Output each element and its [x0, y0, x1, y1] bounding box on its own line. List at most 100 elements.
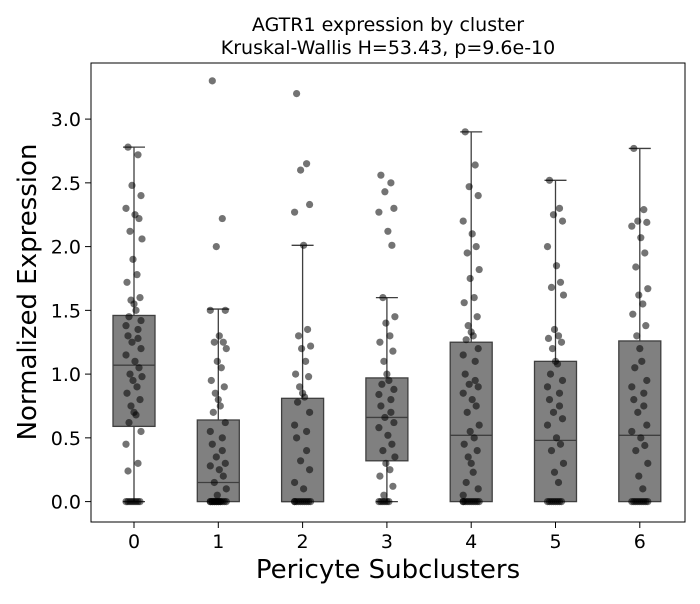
data-point	[210, 478, 218, 487]
data-point	[468, 230, 476, 238]
data-point	[134, 151, 142, 159]
data-point	[122, 322, 130, 330]
data-point	[391, 453, 399, 461]
data-point	[459, 491, 467, 499]
data-point	[305, 373, 313, 381]
data-point	[640, 206, 648, 214]
data-point	[460, 299, 468, 307]
data-point	[640, 389, 648, 397]
data-point	[640, 402, 648, 410]
data-point	[138, 373, 146, 381]
data-point	[385, 376, 393, 385]
data-point	[296, 383, 304, 391]
data-point	[222, 498, 230, 506]
data-point	[554, 478, 563, 487]
data-point	[552, 434, 561, 442]
data-point	[474, 192, 482, 200]
data-point	[219, 472, 227, 480]
data-point	[550, 468, 559, 476]
data-point	[471, 357, 479, 365]
data-point	[384, 227, 392, 235]
y-tick-label: 0.0	[51, 492, 81, 514]
chart-subtitle: Kruskal-Wallis H=53.43, p=9.6e-10	[221, 37, 555, 59]
data-point	[553, 360, 562, 368]
data-point	[390, 204, 398, 212]
data-point	[380, 491, 388, 499]
data-point	[470, 294, 478, 302]
data-point	[291, 421, 299, 429]
data-point	[635, 472, 643, 480]
data-point	[124, 467, 132, 475]
data-point	[213, 491, 221, 499]
data-point	[291, 478, 299, 487]
data-point	[123, 389, 131, 397]
data-point	[137, 316, 145, 325]
data-point	[128, 338, 136, 346]
data-point	[122, 204, 130, 212]
data-point	[136, 396, 144, 404]
data-point	[634, 408, 642, 416]
data-point	[212, 453, 220, 461]
data-point	[131, 357, 139, 365]
data-point	[639, 485, 647, 493]
data-point	[555, 389, 564, 397]
data-point	[125, 313, 133, 321]
x-tick-label: 5	[549, 531, 561, 553]
data-point	[555, 204, 564, 212]
data-point	[465, 183, 473, 191]
data-point	[137, 192, 145, 200]
data-point	[206, 306, 214, 314]
y-tick-label: 1.0	[51, 364, 81, 386]
data-point	[215, 466, 223, 474]
y-tick-label: 0.5	[51, 428, 81, 450]
data-point	[307, 498, 315, 506]
y-axis-label: Normalized Expression	[13, 144, 43, 441]
data-point	[134, 325, 142, 334]
data-point	[128, 181, 136, 189]
box-1	[196, 419, 240, 503]
data-point	[470, 434, 478, 442]
data-point	[554, 332, 563, 340]
data-point	[644, 498, 652, 506]
data-point	[220, 383, 228, 391]
data-point	[379, 294, 387, 302]
data-point	[555, 402, 564, 410]
data-point	[558, 217, 567, 225]
data-point	[474, 485, 482, 493]
x-tick-label: 0	[128, 531, 140, 553]
data-point	[557, 498, 566, 506]
data-point	[215, 332, 223, 340]
data-point	[300, 241, 308, 249]
data-point	[543, 383, 552, 391]
data-point	[459, 389, 467, 397]
data-point	[475, 498, 483, 506]
data-point	[216, 402, 224, 410]
data-point	[385, 498, 393, 506]
data-point	[381, 188, 389, 196]
data-point	[643, 218, 651, 226]
data-point	[124, 332, 132, 340]
data-point	[628, 427, 636, 436]
data-point	[543, 421, 552, 429]
data-point	[133, 383, 141, 391]
data-point	[208, 440, 216, 448]
data-point	[126, 370, 134, 378]
data-point	[466, 274, 474, 283]
data-point	[138, 235, 146, 243]
data-point	[222, 485, 230, 493]
data-point	[306, 408, 314, 416]
data-point	[466, 427, 474, 436]
x-axis-label: Pericyte Subclusters	[256, 555, 520, 585]
data-point	[293, 90, 301, 98]
data-point	[207, 376, 215, 385]
data-point	[214, 396, 222, 404]
data-point	[643, 376, 651, 385]
data-point	[303, 427, 311, 436]
data-point	[301, 393, 309, 401]
data-point	[558, 376, 567, 385]
data-point	[221, 418, 229, 427]
data-point	[378, 380, 386, 388]
data-point	[216, 498, 224, 506]
data-point	[130, 300, 138, 308]
data-point	[473, 313, 481, 321]
